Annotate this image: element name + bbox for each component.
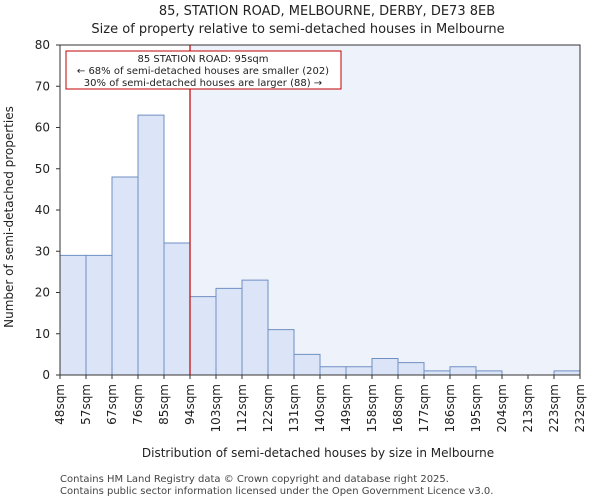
bar-4 (163, 242, 191, 376)
x-tick-label-19: 223sqm (547, 384, 561, 432)
bar-3 (137, 114, 165, 376)
y-tick-label-70: 70 (35, 79, 50, 93)
x-tick-label-0: 48sqm (53, 384, 67, 425)
x-tick-label-6: 103sqm (209, 384, 223, 432)
y-axis-label: Number of semi-detached properties (2, 106, 16, 328)
x-tick-label-16: 195sqm (469, 384, 483, 432)
bar-0 (59, 254, 87, 376)
bar-6 (215, 287, 243, 376)
x-tick-label-4: 85sqm (157, 384, 171, 425)
x-tick-label-2: 67sqm (105, 384, 119, 425)
bar-19 (553, 370, 581, 376)
x-tick-label-1: 57sqm (79, 384, 93, 425)
footer-line2: Contains public sector information licen… (60, 486, 493, 497)
bar-9 (293, 353, 321, 376)
annotation-line2: ← 68% of semi-detached houses are smalle… (77, 66, 329, 77)
y-tick-label-40: 40 (35, 203, 50, 217)
bar-8 (267, 329, 295, 376)
bar-14 (423, 370, 451, 376)
annotation-line3: 30% of semi-detached houses are larger (… (84, 78, 322, 89)
x-tick-label-12: 158sqm (365, 384, 379, 432)
y-tick-label-30: 30 (35, 244, 50, 258)
bar-7 (241, 279, 269, 376)
x-tick-label-18: 213sqm (521, 384, 535, 432)
y-tick-label-20: 20 (35, 286, 50, 300)
x-tick-label-5: 94sqm (183, 384, 197, 425)
x-tick-label-7: 112sqm (235, 384, 249, 432)
x-tick-label-9: 131sqm (287, 384, 301, 432)
bar-15 (449, 366, 477, 376)
bar-1 (85, 254, 113, 376)
x-tick-label-11: 149sqm (339, 384, 353, 432)
footer-line1: Contains HM Land Registry data © Crown c… (60, 474, 449, 485)
x-tick-label-13: 168sqm (391, 384, 405, 432)
bar-12 (371, 358, 399, 376)
bar-11 (345, 366, 373, 376)
annotation-line1: 85 STATION ROAD: 95sqm (138, 54, 269, 65)
y-tick-label-60: 60 (35, 121, 50, 135)
x-tick-label-14: 177sqm (417, 384, 431, 432)
plot-area: 0 10 20 30 40 50 60 70 80 48sqm 57sqm 67sqm 76sqm 85s… (35, 38, 587, 432)
y-tick-label-0: 0 (42, 368, 50, 382)
bar-2 (111, 176, 139, 376)
x-axis-label: Distribution of semi-detached houses by … (142, 446, 494, 460)
bar-10 (319, 366, 347, 376)
chart-title-line2: Size of property relative to semi-detach… (91, 22, 504, 37)
x-tick-label-20: 232sqm (573, 384, 587, 432)
bar-5 (189, 296, 217, 376)
x-tick-label-17: 204sqm (495, 384, 509, 432)
chart-title-line1: 85, STATION ROAD, MELBOURNE, DERBY, DE73… (159, 4, 495, 19)
bar-16 (475, 370, 503, 376)
annotation-box (65, 50, 342, 90)
y-tick-label-50: 50 (35, 162, 50, 176)
x-tick-label-3: 76sqm (131, 384, 145, 425)
x-tick-label-10: 140sqm (313, 384, 327, 432)
x-tick-label-8: 122sqm (261, 384, 275, 432)
y-tick-label-10: 10 (35, 327, 50, 341)
bar-13 (397, 362, 425, 376)
y-tick-label-80: 80 (35, 38, 50, 52)
x-tick-label-15: 186sqm (443, 384, 457, 432)
